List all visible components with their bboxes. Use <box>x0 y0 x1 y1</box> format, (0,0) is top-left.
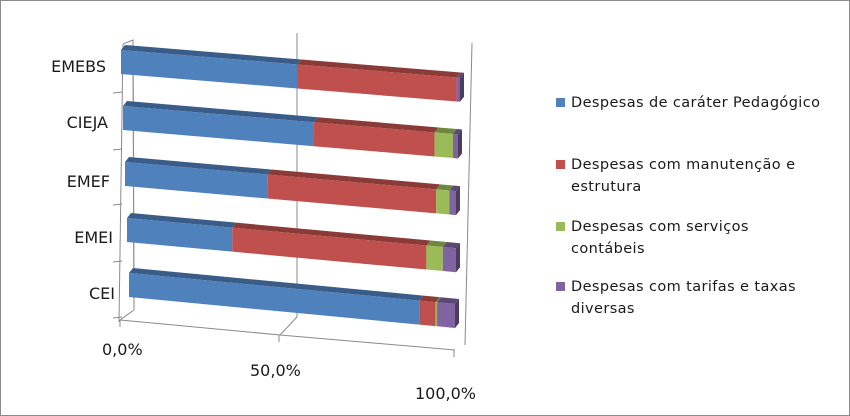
bar-segment-cieja-1-top <box>123 101 318 123</box>
bar-segment-cieja-4-top <box>452 129 462 135</box>
bar-segment-emef-2-top <box>267 169 441 190</box>
bar-segment-cei-3-top <box>435 297 442 303</box>
floor-edge-50 <box>279 316 298 336</box>
bar-segment-emef-1-top <box>125 157 272 175</box>
bar-segment-cieja-3-top <box>434 127 457 135</box>
legend-swatch-green <box>556 222 565 231</box>
bar-segment-emei-2 <box>232 227 427 270</box>
bar-segment-emei-3 <box>426 245 443 272</box>
y-tick-2 <box>112 203 123 206</box>
bar-segment-cieja-2 <box>313 122 435 157</box>
bar-cei <box>129 268 459 328</box>
bar-segment-emei-4-top <box>442 242 460 249</box>
bar-segment-cieja-4-side <box>458 129 462 159</box>
y-tick-1 <box>112 148 123 151</box>
bar-segment-cei-4 <box>437 302 455 328</box>
legend-item-manutencao: Despesas com manutenção e estrutura <box>556 154 833 198</box>
bar-segment-emebs-4-top <box>456 72 464 78</box>
legend-label: Despesas com manutenção e estrutura <box>571 157 796 195</box>
bar-segment-emebs-2 <box>297 64 457 102</box>
legend-label: Despesas de caráter Pedagógico <box>571 95 821 111</box>
y-tick-4 <box>112 316 123 319</box>
category-label-emef: EMEF <box>67 172 110 191</box>
bar-emei <box>127 213 460 273</box>
legend-item-contabeis: Despesas com serviços contábeis <box>556 216 833 260</box>
y-axis-line <box>118 43 124 323</box>
legend-swatch-purple <box>556 282 565 291</box>
category-label-emebs: EMEBS <box>51 57 106 76</box>
y-tick-0 <box>112 91 123 94</box>
bar-segment-emei-1-top <box>127 213 237 228</box>
legend-swatch-red <box>556 160 565 169</box>
bar-segment-emei-4-side <box>456 243 460 273</box>
bar-segment-cieja-1 <box>123 106 314 147</box>
category-label-cei: CEI <box>89 284 115 303</box>
legend-swatch-blue <box>556 98 565 107</box>
y-tick-3 <box>112 260 123 263</box>
bar-segment-emef-3 <box>436 189 450 215</box>
bar-segment-emebs-4 <box>456 77 460 102</box>
bar-segment-emef-3-top <box>436 184 454 191</box>
bar-segment-emebs-2-top <box>297 59 461 78</box>
bar-segment-cieja-2-top <box>313 117 439 133</box>
bar-segment-cieja-4 <box>452 134 458 159</box>
bar-emebs <box>121 45 464 102</box>
bar-segment-emebs-4-side <box>460 72 464 102</box>
x-tick-label-50: 50,0% <box>250 361 301 380</box>
legend-item-pedagogico: Despesas de caráter Pedagógico <box>556 92 833 114</box>
bar-segment-emei-4 <box>442 247 456 273</box>
axis-labels: EMEBS CIEJA EMEF EMEI CEI 0,0% 50,0% 100… <box>51 57 476 403</box>
bar-segment-cei-2 <box>419 300 436 327</box>
category-label-cieja: CIEJA <box>67 113 108 132</box>
bar-segment-emef-4-side <box>456 186 460 216</box>
bar-segment-cei-2-top <box>419 295 440 303</box>
bar-segment-cei-3 <box>435 302 438 327</box>
legend-item-tarifas: Despesas com tarifas e taxas diversas <box>556 276 833 320</box>
bar-segment-emef-1 <box>125 162 268 199</box>
bar-segment-emef-2 <box>267 174 437 214</box>
bar-segment-emef-4 <box>449 190 456 216</box>
bar-segment-cei-1 <box>129 273 420 325</box>
legend-label: Despesas com tarifas e taxas diversas <box>571 279 796 317</box>
bar-segment-emei-3-top <box>426 240 447 248</box>
x-tick-label-100: 100,0% <box>415 384 476 403</box>
bar-emef <box>125 157 460 216</box>
floor-edge-0 <box>119 309 135 321</box>
gridline-100 <box>464 42 473 346</box>
bar-segment-emebs-1-top <box>121 45 302 65</box>
bar-segment-cei-1-top <box>129 268 424 301</box>
x-tick-label-0: 0,0% <box>102 340 143 359</box>
bar-segment-cei-4-top <box>437 297 459 304</box>
bar-segment-emebs-1 <box>121 50 298 89</box>
bar-segment-emei-1 <box>127 218 233 252</box>
legend-label: Despesas com serviços contábeis <box>571 219 749 257</box>
x-axis-line <box>119 319 456 351</box>
category-label-emei: EMEI <box>74 228 113 247</box>
bar-segment-cieja-3 <box>434 132 453 159</box>
bar-cieja <box>123 101 462 159</box>
bar-segment-cei-4-side <box>455 298 459 328</box>
bars <box>121 45 464 328</box>
bar-segment-emef-4-top <box>449 185 460 192</box>
bar-segment-emei-2-top <box>232 222 431 246</box>
